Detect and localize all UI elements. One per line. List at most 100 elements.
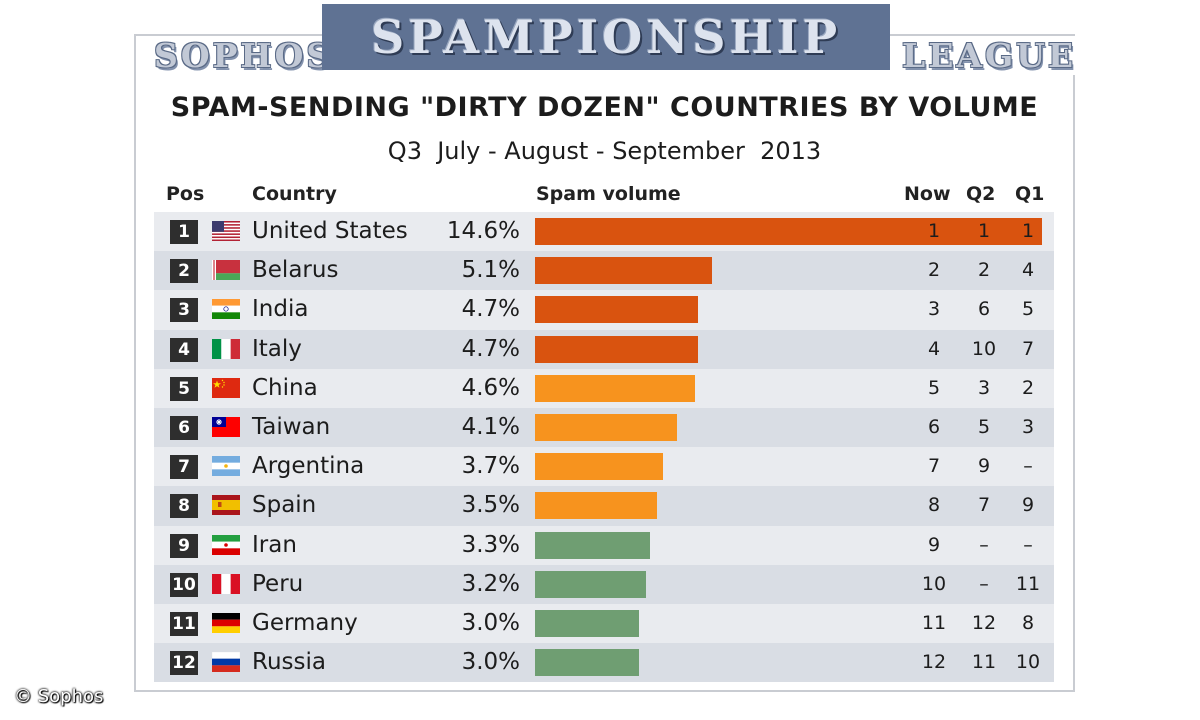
column-header-pos: Pos [166, 183, 205, 205]
table-row: 5 China 4.6% 5 3 2 [154, 368, 1054, 408]
country-name: Spain [252, 492, 317, 519]
rank-q1: 7 [1021, 337, 1035, 360]
rank-q1: 11 [1015, 572, 1041, 595]
chart-subtitle: Q3 July - August - September 2013 [387, 137, 822, 165]
country-name: Germany [252, 609, 358, 636]
rank-q2: 1 [977, 220, 991, 242]
spam-volume-bar [535, 570, 646, 598]
spam-percentage-label: 4.6% [461, 374, 520, 401]
rank-now: 4 [927, 337, 941, 360]
position-badge: 10 [170, 572, 198, 597]
league-word-left: SOPHOS [148, 36, 340, 75]
spam-percentage-label: 4.7% [461, 335, 520, 362]
spam-volume-bar [535, 649, 639, 677]
table-row: 1 United States 14.6% 1 1 1 [154, 212, 1054, 252]
spam-volume-bar [535, 335, 698, 363]
position-badge: 1 [170, 220, 198, 244]
spam-volume-bar [535, 453, 663, 481]
rank-q2: 9 [977, 455, 991, 478]
ranking-table: 1 United States 14.6% 1 1 1 2 Belarus 5.1% 2 2 4 3 In… [154, 212, 1054, 683]
country-name: Iran [252, 531, 297, 558]
spam-percentage-label: 3.3% [461, 531, 520, 558]
country-name: India [252, 296, 309, 323]
column-header-spam-volume: Spam volume [536, 183, 681, 205]
rank-q1: 4 [1021, 259, 1035, 282]
column-header-q1: Q1 [1015, 183, 1045, 205]
china-flag-icon [212, 377, 240, 398]
rank-now: 11 [921, 611, 947, 634]
country-name: Taiwan [252, 413, 331, 440]
rank-q2: 5 [977, 415, 991, 438]
rank-q2: 6 [977, 298, 991, 321]
rank-now: 5 [927, 376, 941, 399]
rank-q1: – [1023, 455, 1033, 478]
country-name: China [252, 374, 318, 401]
position-badge: 3 [170, 298, 198, 323]
rank-q2: – [979, 533, 989, 556]
position-badge: 5 [170, 376, 198, 401]
rank-q2: 7 [977, 494, 991, 517]
column-header-country: Country [252, 183, 337, 205]
spam-volume-bar [535, 413, 677, 441]
spam-volume-bar [535, 609, 639, 637]
column-header-q2: Q2 [966, 183, 996, 205]
banner-title: SPAMPIONSHIP [370, 10, 842, 64]
italy-flag-icon [212, 338, 240, 359]
rank-q1: 5 [1021, 298, 1035, 321]
rank-q1: 1 [1021, 220, 1035, 242]
table-row: 9 Iran 3.3% 9 – – [154, 525, 1054, 565]
spam-percentage-label: 3.7% [461, 453, 520, 480]
belarus-flag-icon [212, 260, 240, 281]
india-flag-icon [212, 299, 240, 320]
peru-flag-icon [212, 573, 240, 594]
spam-percentage-label: 3.2% [461, 570, 520, 597]
position-badge: 8 [170, 494, 198, 519]
copyright-notice: © Sophos [14, 686, 104, 707]
us-flag-icon [212, 221, 240, 241]
spam-volume-bar [535, 492, 657, 520]
spam-volume-bar [535, 374, 695, 402]
column-header-now: Now [904, 183, 951, 205]
table-row: 3 India 4.7% 3 6 5 [154, 290, 1054, 330]
rank-now: 12 [921, 651, 947, 674]
rank-q1: 2 [1021, 376, 1035, 399]
rank-now: 6 [927, 415, 941, 438]
table-row: 10 Peru 3.2% 10 – 11 [154, 564, 1054, 604]
rank-q2: 12 [971, 611, 997, 634]
position-badge: 4 [170, 337, 198, 362]
country-name: Peru [252, 570, 304, 597]
spam-volume-bar [535, 531, 650, 559]
rank-q1: 9 [1021, 494, 1035, 517]
position-badge: 11 [170, 611, 198, 636]
rank-q1: – [1023, 533, 1033, 556]
country-name: United States [252, 218, 408, 244]
taiwan-flag-icon [212, 416, 240, 437]
rank-q2: – [979, 572, 989, 595]
rank-now: 2 [927, 259, 941, 282]
position-badge: 6 [170, 415, 198, 440]
table-row: 12 Russia 3.0% 12 11 10 [154, 643, 1054, 683]
argentina-flag-icon [212, 456, 240, 477]
country-name: Italy [252, 335, 302, 362]
position-badge: 12 [170, 651, 198, 676]
position-badge: 9 [170, 533, 198, 558]
rank-q1: 3 [1021, 415, 1035, 438]
table-row: 11 Germany 3.0% 11 12 8 [154, 603, 1054, 644]
spam-percentage-label: 4.7% [461, 296, 520, 323]
spam-volume-bar [535, 257, 712, 285]
spam-percentage-label: 3.0% [461, 609, 520, 636]
rank-now: 7 [927, 455, 941, 478]
spam-percentage-label: 4.1% [461, 413, 520, 440]
table-row: 6 Taiwan 4.1% 6 5 3 [154, 407, 1054, 448]
rank-q2: 2 [977, 259, 991, 282]
spam-volume-bar [535, 296, 698, 324]
iran-flag-icon [212, 534, 240, 555]
country-name: Russia [252, 649, 326, 676]
country-name: Belarus [252, 257, 339, 284]
rank-q2: 10 [971, 337, 997, 360]
rank-q1: 10 [1015, 651, 1041, 674]
table-row: 4 Italy 4.7% 4 10 7 [154, 329, 1054, 369]
league-word-right: LEAGUE [896, 36, 1083, 75]
spam-percentage-label: 3.0% [461, 649, 520, 676]
rank-now: 10 [921, 572, 947, 595]
